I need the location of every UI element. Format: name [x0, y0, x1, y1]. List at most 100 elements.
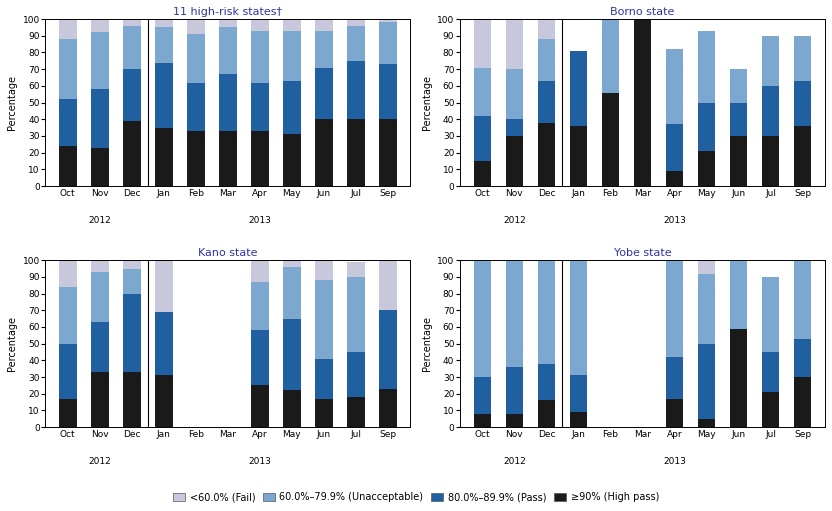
Bar — [347, 61, 364, 119]
Bar — [91, 148, 108, 186]
Y-axis label: Percentage: Percentage — [422, 316, 432, 371]
Bar — [59, 146, 77, 186]
Bar — [347, 397, 364, 427]
Bar — [506, 69, 523, 119]
Bar — [506, 136, 523, 186]
Bar — [347, 19, 364, 26]
Bar — [283, 31, 300, 81]
Text: 2012: 2012 — [88, 216, 111, 225]
Bar — [123, 294, 141, 372]
Bar — [794, 377, 811, 427]
Bar — [666, 171, 683, 186]
Bar — [283, 390, 300, 427]
Bar — [473, 19, 491, 67]
Title: Borno state: Borno state — [611, 7, 675, 17]
Bar — [91, 322, 108, 372]
Bar — [570, 376, 587, 412]
Bar — [347, 262, 364, 277]
Bar — [762, 352, 780, 392]
Bar — [91, 260, 108, 272]
Bar — [251, 131, 269, 186]
Bar — [283, 267, 300, 319]
Bar — [91, 33, 108, 89]
Bar — [315, 280, 333, 359]
Text: 2012: 2012 — [88, 457, 111, 466]
Bar — [283, 319, 300, 390]
Bar — [347, 26, 364, 61]
Legend: <60.0% (Fail), 60.0%–79.9% (Unacceptable), 80.0%–89.9% (Pass), ≥90% (High pass): <60.0% (Fail), 60.0%–79.9% (Unacceptable… — [169, 489, 663, 506]
Bar — [794, 126, 811, 186]
Title: Kano state: Kano state — [198, 248, 258, 258]
Bar — [155, 128, 172, 186]
Bar — [794, 339, 811, 377]
Bar — [315, 67, 333, 119]
Bar — [59, 260, 77, 287]
Bar — [283, 134, 300, 186]
Bar — [666, 124, 683, 171]
Bar — [537, 123, 555, 186]
Bar — [537, 364, 555, 401]
Bar — [473, 161, 491, 186]
Bar — [506, 119, 523, 136]
Bar — [570, 260, 587, 376]
Bar — [59, 287, 77, 343]
Bar — [666, 49, 683, 124]
Bar — [123, 121, 141, 186]
Bar — [379, 22, 397, 64]
Bar — [698, 273, 716, 343]
Bar — [602, 92, 619, 186]
Bar — [506, 19, 523, 69]
Bar — [537, 0, 555, 39]
Text: 2013: 2013 — [249, 216, 271, 225]
Bar — [219, 131, 236, 186]
Bar — [570, 126, 587, 186]
Bar — [506, 367, 523, 414]
Bar — [379, 310, 397, 389]
Bar — [91, 89, 108, 148]
Bar — [379, 119, 397, 186]
Bar — [762, 86, 780, 136]
Bar — [91, 19, 108, 33]
Bar — [698, 343, 716, 419]
Text: 2012: 2012 — [503, 216, 526, 225]
Bar — [473, 414, 491, 427]
Title: Yobe state: Yobe state — [614, 248, 671, 258]
Bar — [187, 83, 205, 131]
Bar — [570, 412, 587, 427]
Bar — [315, 359, 333, 399]
Bar — [251, 31, 269, 83]
Bar — [347, 119, 364, 186]
Bar — [219, 28, 236, 74]
Bar — [537, 260, 555, 364]
Text: 2013: 2013 — [663, 457, 686, 466]
Bar — [730, 260, 747, 329]
Bar — [506, 260, 523, 367]
Bar — [187, 131, 205, 186]
Bar — [123, 26, 141, 69]
Bar — [730, 136, 747, 186]
Bar — [123, 19, 141, 26]
Bar — [91, 372, 108, 427]
Bar — [155, 260, 172, 312]
Bar — [473, 67, 491, 116]
Text: 2013: 2013 — [249, 457, 271, 466]
Bar — [473, 260, 491, 377]
Bar — [698, 151, 716, 186]
Bar — [283, 260, 300, 267]
Bar — [762, 36, 780, 86]
Bar — [59, 343, 77, 399]
Bar — [123, 234, 141, 269]
Bar — [666, 357, 683, 399]
Bar — [219, 19, 236, 28]
Bar — [666, 260, 683, 357]
Bar — [379, 389, 397, 427]
Bar — [123, 372, 141, 427]
Bar — [91, 272, 108, 322]
Bar — [379, 64, 397, 119]
Bar — [59, 399, 77, 427]
Bar — [698, 419, 716, 427]
Bar — [730, 69, 747, 103]
Bar — [347, 277, 364, 352]
Bar — [251, 19, 269, 31]
Bar — [155, 62, 172, 128]
